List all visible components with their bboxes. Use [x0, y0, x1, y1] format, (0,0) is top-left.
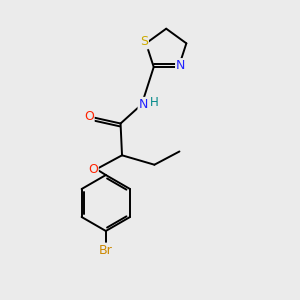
Text: N: N — [139, 98, 148, 111]
Text: O: O — [88, 163, 98, 176]
Text: Br: Br — [99, 244, 113, 256]
Text: S: S — [140, 35, 148, 48]
Text: H: H — [150, 96, 158, 110]
Text: O: O — [84, 110, 94, 123]
Text: N: N — [176, 59, 185, 72]
